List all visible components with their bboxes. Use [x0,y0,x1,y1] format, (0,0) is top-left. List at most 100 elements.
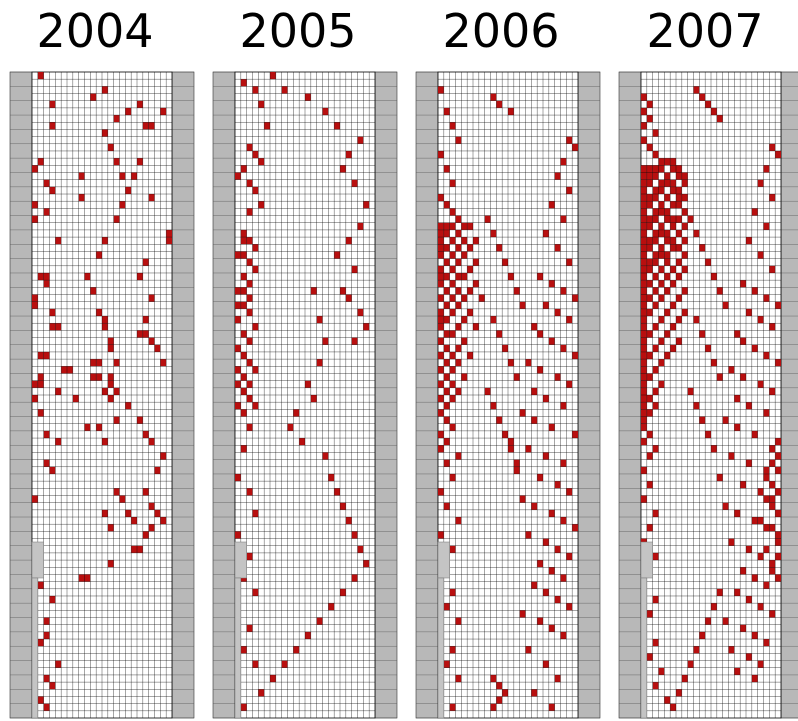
panel-2005-cell-filled [310,395,317,403]
panel-2004-cell-filled [61,366,67,374]
panel-2005-cell-filled [357,136,364,144]
panel-2006-cell-filled [554,308,561,317]
panel-2006-cell-filled [525,445,532,453]
panel-2005-cell-filled [316,617,323,625]
panel-2006-cell-filled [519,409,526,417]
panel-2007-cell-filled [681,208,688,216]
panel-2005-cell-filled [235,344,241,352]
panel-2007-cell-filled [670,222,676,230]
panel-2007-cell-filled [728,538,735,546]
panel-title-2004: 2004 [36,4,154,58]
panel-2007-cell-filled [646,409,653,417]
panel-2004-cell-filled [32,395,38,403]
panel-2005-cell-filled [246,359,253,367]
panel-2004-cell-filled [32,301,38,309]
panel-2007-cell-filled [740,567,746,575]
panel-2007-cell-filled [664,696,671,704]
panel-2005-cell-filled [240,330,247,338]
panel-2005-cell-filled [252,402,259,410]
panel-2007-cell-filled [646,452,653,460]
panel-2005-cell-filled [235,251,241,259]
panel-2007-cell-filled [676,294,682,302]
panel-2005-cell-filled [293,409,300,417]
panel-2004-cell-filled [113,416,120,424]
panel-2006-cell-filled [443,272,450,281]
panel-2007-cell-filled [699,631,706,640]
panel-2007-cell-filled [676,272,682,281]
panel-2006-cell-filled [438,294,444,302]
panel-2006-cell-filled [461,251,468,259]
panel-2005-cell-filled [305,380,311,388]
panel-2005-cell-filled [322,452,329,460]
panel-2006-cell-filled [438,222,444,230]
panel-2006-cell-filled [443,287,450,295]
panel-2005-cell-filled [252,509,259,518]
panel-2006-cell-filled [438,380,444,388]
panel-2004-cell-filled [113,158,120,166]
panel-2007-cell-filled [641,395,647,403]
panel-2006-cell-filled [438,229,444,238]
panel-2006-cell-filled [449,280,456,288]
panel-2004-cell-filled [43,674,50,683]
panel-2007-cell-filled [676,229,682,238]
panel-2007-cell-filled [652,237,659,245]
panel-2005-cell-filled [235,316,241,324]
panel-2007-cell-filled [652,639,659,647]
panel-2006-cell-filled [513,459,520,467]
panel-2007-cell-filled [646,653,653,661]
panel-2007-cell-filled [670,165,676,173]
panel-2007-left-strip [618,71,642,719]
panel-2007-cell-filled [722,502,729,510]
panel-2007-cell-filled [716,115,723,123]
panel-title-2005: 2005 [239,4,357,58]
panel-2004-cell-filled [142,122,149,130]
panel-2005-cell-filled [351,265,358,273]
panel-2004-cell-filled [96,359,102,367]
panel-2006-cell-filled [443,359,450,367]
panel-2005-marker-column [234,577,242,719]
panel-2005-cell-filled [246,395,253,403]
panel-2007-cell-filled [658,244,665,252]
panel-2006-cell-filled [473,323,479,331]
panel-2004-cell-filled [37,373,44,381]
panel-2007-cell-filled [664,351,671,360]
panel-2007-cell-filled [658,165,665,173]
panel-2006-cell-filled [508,272,514,281]
panel-2007-cell-filled [711,107,717,116]
panel-2006-cell-filled [438,251,444,259]
panel-2007-cell-filled [681,674,688,683]
panel-2004-cell-filled [102,129,108,137]
panel-2006-cell-filled [502,430,508,439]
panel-2007-cell-filled [763,639,770,647]
panel-2007-cell-filled [652,509,659,518]
panel-2007-cell-filled [670,344,676,352]
panel-2007-cell-filled [641,215,647,223]
panel-2005-cell-filled [252,323,259,331]
panel-2007-cell-filled [757,552,764,561]
panel-2004-cell-filled [113,387,120,395]
panel-2007-cell-filled [775,359,781,367]
panel-2007-cell-filled [658,179,665,187]
panel-2005-cell-filled [240,301,247,309]
panel-2006-cell-filled [473,280,479,288]
panel-2004-cell-filled [102,237,108,245]
panel-2006-cell-filled [537,617,543,625]
panel-2006-cell-filled [490,402,497,410]
panel-2007-cell-filled [676,201,682,209]
panel-2007-cell-filled [734,330,741,338]
panel-2006-cell-filled [467,244,473,252]
panel-2005-cell-filled [322,337,329,345]
panel-2006-cell-filled [449,308,456,317]
panel-2004-cell-filled [142,258,149,266]
panel-2005-cell-filled [240,79,247,87]
panel-2006-cell-filled [554,373,561,381]
panel-2007-cell-filled [693,316,700,324]
panel-2007-cell-filled [769,265,776,273]
panel-2006-cell-filled [438,395,444,403]
panel-2007-cell-filled [740,373,746,381]
panel-2006-cell-filled [572,294,578,302]
panel-2005-cell-filled [246,308,253,317]
panel-2007-cell-filled [652,150,659,159]
panel-2007-cell-filled [646,222,653,230]
